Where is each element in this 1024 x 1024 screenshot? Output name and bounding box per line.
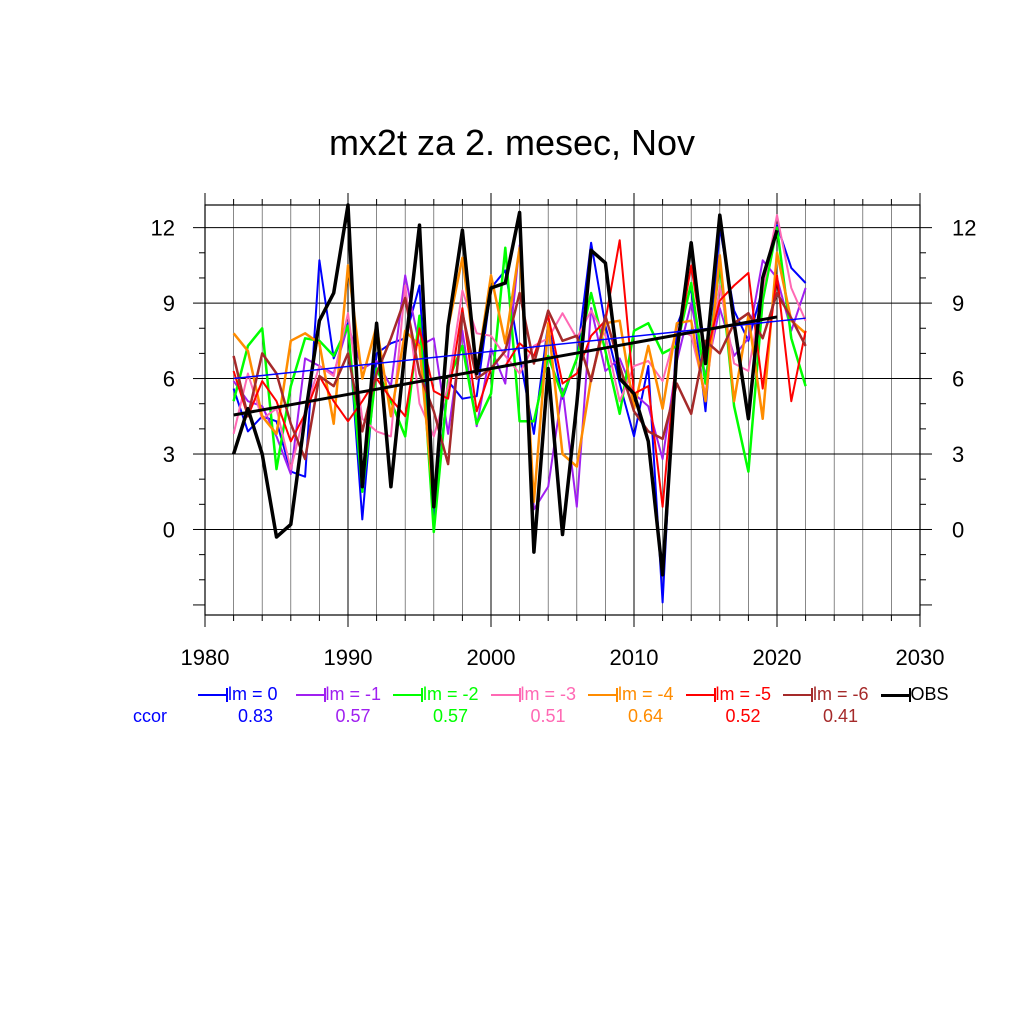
legend-ccor-value: 0.57 — [335, 706, 371, 726]
legend-tick — [908, 688, 911, 702]
legend-item: lm = -3 0.51 — [490, 684, 589, 728]
legend-item: OBS — [880, 684, 979, 728]
legend-ccor-value: 0.51 — [530, 706, 566, 726]
y-tick-label: 9 — [163, 291, 175, 316]
legend-tick — [518, 688, 521, 702]
y-tick-label: 0 — [163, 517, 175, 542]
y-tick-label-right: 12 — [952, 216, 976, 241]
legend-item: lm = -5 0.52 — [685, 684, 784, 728]
legend-item: lm = -2 0.57 — [393, 684, 491, 728]
legend-ccor-value: 0.52 — [725, 706, 761, 726]
legend-line-swatch — [198, 694, 228, 696]
y-tick-label: 6 — [163, 367, 175, 392]
legend-tick — [421, 688, 423, 702]
x-tick-label: 2030 — [896, 645, 945, 670]
legend-tick — [616, 688, 618, 702]
x-tick-label: 1980 — [181, 645, 230, 670]
y-tick-label: 3 — [163, 442, 175, 467]
chart-legend: lm = 0 0.83 lm = -1 0.57 lm = -2 0.57 lm = -3 0… — [0, 684, 1024, 734]
legend-line-swatch — [393, 694, 423, 696]
series-line-6 — [232, 291, 807, 466]
legend-label: OBS — [910, 684, 949, 704]
legend-line-swatch — [783, 694, 813, 696]
legend-label: lm = -5 — [715, 684, 772, 704]
y-tick-label: 12 — [151, 216, 175, 241]
legend-tick — [811, 688, 813, 702]
legend-ccor-value: 0.57 — [433, 706, 469, 726]
legend-ccor-value: 0.83 — [238, 706, 274, 726]
legend-label: lm = -6 — [813, 684, 869, 704]
x-tick-label: 1990 — [324, 645, 373, 670]
ccor-label: ccor — [133, 706, 168, 726]
legend-tick — [323, 688, 326, 702]
series-line-7 — [231, 203, 779, 577]
legend-ccor-value: 0.41 — [823, 706, 859, 726]
legend-item: lm = 0 0.83 — [198, 684, 296, 728]
plot-frame — [204, 204, 921, 616]
chart-title: mx2t za 2. mesec, Nov — [328, 122, 696, 163]
y-tick-label-right: 6 — [952, 367, 964, 392]
legend-label: lm = -4 — [618, 684, 674, 704]
legend-item: lm = -4 0.64 — [588, 684, 686, 728]
legend-line-swatch — [880, 694, 911, 697]
y-tick-label-right: 9 — [952, 291, 964, 316]
x-tick-label: 2010 — [610, 645, 659, 670]
legend-line-swatch — [685, 694, 716, 696]
legend-line-swatch — [295, 694, 326, 696]
legend-tick — [713, 688, 716, 702]
legend-line-swatch — [490, 694, 521, 696]
legend-label: lm = -1 — [325, 684, 382, 704]
legend-line-swatch — [588, 694, 618, 696]
x-tick-label: 2020 — [753, 645, 802, 670]
legend-label: lm = 0 — [228, 684, 278, 704]
legend-label: lm = -3 — [520, 684, 577, 704]
series-line-5 — [232, 239, 807, 508]
y-tick-label-right: 0 — [952, 517, 964, 542]
y-tick-label-right: 3 — [952, 442, 964, 467]
legend-tick — [226, 688, 228, 702]
legend-item: lm = -6 0.41 — [783, 684, 881, 728]
trend-line-1 — [233, 315, 778, 417]
legend-ccor-value: 0.64 — [628, 706, 664, 726]
legend-item: lm = -1 0.57 — [295, 684, 394, 728]
x-tick-label: 2000 — [467, 645, 516, 670]
legend-label: lm = -2 — [423, 684, 479, 704]
